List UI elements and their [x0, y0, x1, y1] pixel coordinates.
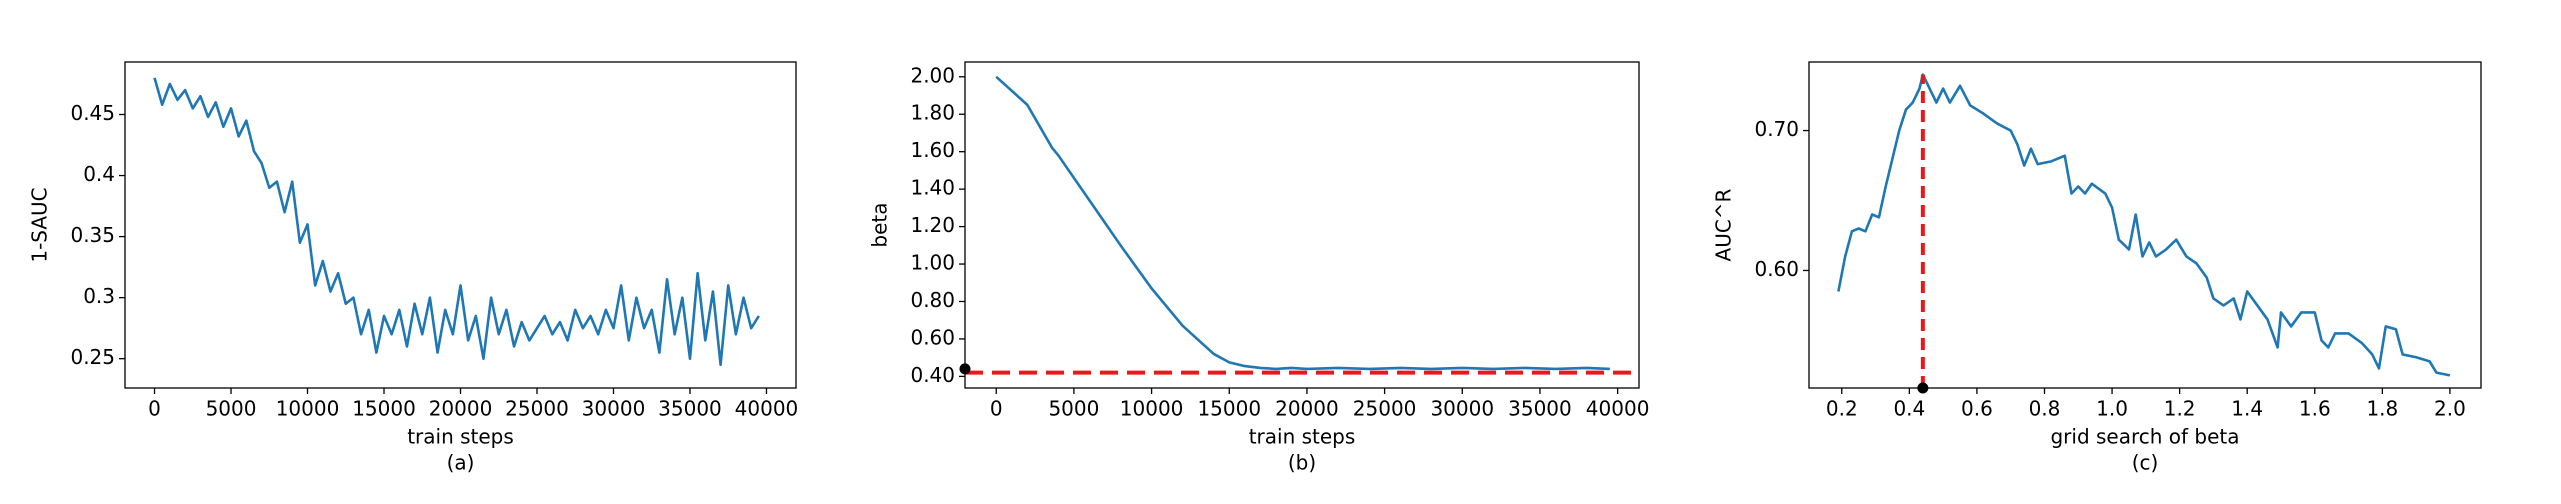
x-tick-label: 25000: [1353, 397, 1417, 421]
y-tick-label: 1.40: [910, 176, 955, 200]
y-tick-label: 0.25: [70, 345, 115, 369]
y-axis-label: AUC^R: [1712, 188, 1736, 261]
y-axis-label: beta: [868, 202, 892, 247]
y-tick-label: 1.60: [910, 138, 955, 162]
x-tick-label: 30000: [582, 397, 646, 421]
x-tick-label: 1.2: [2164, 397, 2196, 421]
x-axis-label: train steps: [1249, 425, 1356, 449]
y-tick-label: 0.60: [1754, 257, 1799, 281]
y-tick-label: 0.70: [1754, 117, 1799, 141]
x-tick-label: 15000: [1197, 397, 1261, 421]
x-tick-label: 0: [148, 397, 161, 421]
y-axis-label: 1-SAUC: [28, 187, 52, 262]
x-tick-label: 20000: [1275, 397, 1339, 421]
x-tick-label: 35000: [1508, 397, 1572, 421]
plot-frame: [124, 61, 797, 389]
x-tick-label: 20000: [429, 397, 493, 421]
x-tick-label: 0.4: [1893, 397, 1925, 421]
caption: (b): [1288, 451, 1316, 475]
x-tick-label: 40000: [735, 397, 799, 421]
y-tick-label: 0.4: [83, 162, 115, 186]
y-tick-label: 2.00: [910, 63, 955, 87]
line-series: [995, 75, 1610, 371]
x-tick-label: 1.4: [2231, 397, 2263, 421]
x-tick-label: 2.0: [2434, 397, 2466, 421]
x-tick-label: 0.8: [2029, 397, 2061, 421]
y-tick-label: 1.00: [910, 251, 955, 275]
x-tick-label: 15000: [352, 397, 416, 421]
y-tick-label: 0.35: [70, 223, 115, 247]
caption: (a): [447, 451, 475, 475]
x-tick-label: 0.6: [1961, 397, 1993, 421]
y-tick-label: 0.45: [70, 101, 115, 125]
x-axis-label: grid search of beta: [2050, 425, 2239, 449]
x-tick-label: 5000: [1048, 397, 1099, 421]
y-tick-label: 0.60: [910, 325, 955, 349]
caption: (c): [2132, 451, 2159, 475]
x-tick-label: 35000: [658, 397, 722, 421]
x-tick-label: 5000: [206, 397, 257, 421]
y-tick-label: 1.80: [910, 101, 955, 125]
x-tick-label: 10000: [276, 397, 340, 421]
line-series: [1837, 73, 2451, 377]
x-tick-label: 40000: [1586, 397, 1650, 421]
x-tick-label: 10000: [1120, 397, 1184, 421]
line-series: [153, 77, 760, 367]
y-tick-label: 1.20: [910, 213, 955, 237]
x-tick-label: 0: [990, 397, 1003, 421]
x-axis-label: train steps: [407, 425, 514, 449]
x-tick-label: 30000: [1430, 397, 1494, 421]
y-tick-label: 0.80: [910, 288, 955, 312]
x-tick-label: 1.8: [2366, 397, 2398, 421]
x-tick-label: 25000: [505, 397, 569, 421]
x-tick-label: 1.0: [2096, 397, 2128, 421]
plot-frame: [1808, 61, 2482, 389]
x-tick-label: 1.6: [2299, 397, 2331, 421]
y-tick-label: 0.40: [910, 363, 955, 387]
x-tick-label: 0.2: [1826, 397, 1858, 421]
plot-frame: [964, 61, 1640, 389]
y-tick-label: 0.3: [83, 284, 115, 308]
